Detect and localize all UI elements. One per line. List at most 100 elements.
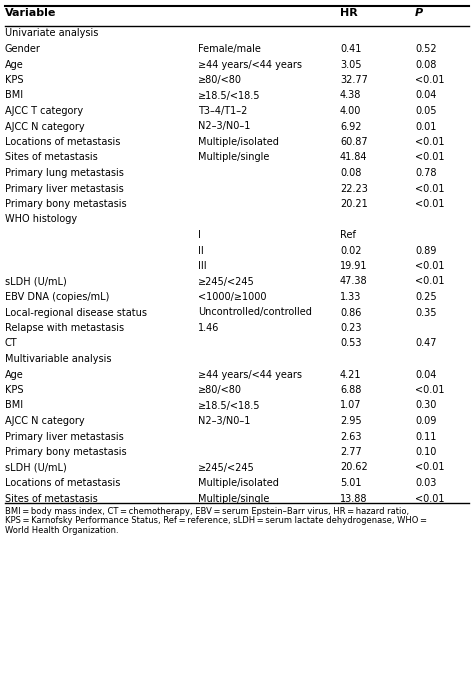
Text: <0.01: <0.01 [415, 199, 445, 209]
Text: Multivariable analysis: Multivariable analysis [5, 354, 111, 364]
Text: 0.41: 0.41 [340, 44, 361, 54]
Text: 0.53: 0.53 [340, 338, 362, 349]
Text: <0.01: <0.01 [415, 462, 445, 473]
Text: Sites of metastasis: Sites of metastasis [5, 493, 98, 504]
Text: Gender: Gender [5, 44, 41, 54]
Text: III: III [198, 261, 207, 271]
Text: BMI = body mass index, CT = chemotherapy, EBV = serum Epstein–Barr virus, HR = h: BMI = body mass index, CT = chemotherapy… [5, 507, 409, 516]
Text: II: II [198, 246, 204, 255]
Text: 0.02: 0.02 [340, 246, 362, 255]
Text: 0.04: 0.04 [415, 369, 437, 380]
Text: Primary liver metastasis: Primary liver metastasis [5, 184, 124, 193]
Text: 0.86: 0.86 [340, 308, 361, 317]
Text: ≥44 years/<44 years: ≥44 years/<44 years [198, 369, 302, 380]
Text: Primary bony metastasis: Primary bony metastasis [5, 199, 127, 209]
Text: 0.08: 0.08 [415, 59, 437, 69]
Text: 47.38: 47.38 [340, 277, 368, 286]
Text: Multiple/single: Multiple/single [198, 493, 269, 504]
Text: Uncontrolled/controlled: Uncontrolled/controlled [198, 308, 312, 317]
Text: 0.11: 0.11 [415, 431, 437, 442]
Text: Age: Age [5, 59, 24, 69]
Text: 6.88: 6.88 [340, 385, 361, 395]
Text: <0.01: <0.01 [415, 261, 445, 271]
Text: 0.89: 0.89 [415, 246, 437, 255]
Text: Variable: Variable [5, 8, 56, 19]
Text: T3–4/T1–2: T3–4/T1–2 [198, 106, 247, 116]
Text: AJCC N category: AJCC N category [5, 416, 85, 426]
Text: P: P [415, 8, 423, 19]
Text: Relapse with metastasis: Relapse with metastasis [5, 323, 124, 333]
Text: Multiple/single: Multiple/single [198, 153, 269, 162]
Text: BMI: BMI [5, 91, 23, 100]
Text: <0.01: <0.01 [415, 184, 445, 193]
Text: Sites of metastasis: Sites of metastasis [5, 153, 98, 162]
Text: 4.21: 4.21 [340, 369, 362, 380]
Text: ≥18.5/<18.5: ≥18.5/<18.5 [198, 91, 261, 100]
Text: 13.88: 13.88 [340, 493, 367, 504]
Text: 0.03: 0.03 [415, 478, 437, 488]
Text: 0.25: 0.25 [415, 292, 437, 302]
Text: N2–3/N0–1: N2–3/N0–1 [198, 122, 250, 131]
Text: 0.47: 0.47 [415, 338, 437, 349]
Text: Local-regional disease status: Local-regional disease status [5, 308, 147, 317]
Text: Ref: Ref [340, 230, 356, 240]
Text: 4.00: 4.00 [340, 106, 361, 116]
Text: <0.01: <0.01 [415, 493, 445, 504]
Text: KPS: KPS [5, 385, 24, 395]
Text: 0.05: 0.05 [415, 106, 437, 116]
Text: sLDH (U/mL): sLDH (U/mL) [5, 462, 67, 473]
Text: Primary bony metastasis: Primary bony metastasis [5, 447, 127, 457]
Text: EBV DNA (copies/mL): EBV DNA (copies/mL) [5, 292, 109, 302]
Text: 60.87: 60.87 [340, 137, 368, 147]
Text: AJCC N category: AJCC N category [5, 122, 85, 131]
Text: 0.52: 0.52 [415, 44, 437, 54]
Text: 2.63: 2.63 [340, 431, 362, 442]
Text: WHO histology: WHO histology [5, 215, 77, 224]
Text: 0.23: 0.23 [340, 323, 362, 333]
Text: 4.38: 4.38 [340, 91, 361, 100]
Text: 2.77: 2.77 [340, 447, 362, 457]
Text: 0.35: 0.35 [415, 308, 437, 317]
Text: 0.09: 0.09 [415, 416, 437, 426]
Text: 0.08: 0.08 [340, 168, 361, 178]
Text: ≥18.5/<18.5: ≥18.5/<18.5 [198, 400, 261, 411]
Text: 22.23: 22.23 [340, 184, 368, 193]
Text: AJCC T category: AJCC T category [5, 106, 83, 116]
Text: ≥245/<245: ≥245/<245 [198, 277, 255, 286]
Text: 41.84: 41.84 [340, 153, 367, 162]
Text: 20.21: 20.21 [340, 199, 368, 209]
Text: ≥245/<245: ≥245/<245 [198, 462, 255, 473]
Text: 32.77: 32.77 [340, 75, 368, 85]
Text: 3.05: 3.05 [340, 59, 362, 69]
Text: KPS: KPS [5, 75, 24, 85]
Text: 1.46: 1.46 [198, 323, 219, 333]
Text: 20.62: 20.62 [340, 462, 368, 473]
Text: 0.78: 0.78 [415, 168, 437, 178]
Text: World Health Organization.: World Health Organization. [5, 526, 118, 535]
Text: 0.04: 0.04 [415, 91, 437, 100]
Text: 19.91: 19.91 [340, 261, 367, 271]
Text: I: I [198, 230, 201, 240]
Text: Univariate analysis: Univariate analysis [5, 28, 99, 39]
Text: N2–3/N0–1: N2–3/N0–1 [198, 416, 250, 426]
Text: <0.01: <0.01 [415, 385, 445, 395]
Text: Age: Age [5, 369, 24, 380]
Text: Locations of metastasis: Locations of metastasis [5, 478, 120, 488]
Text: HR: HR [340, 8, 358, 19]
Text: 5.01: 5.01 [340, 478, 362, 488]
Text: Multiple/isolated: Multiple/isolated [198, 137, 279, 147]
Text: 0.30: 0.30 [415, 400, 437, 411]
Text: ≥80/<80: ≥80/<80 [198, 385, 242, 395]
Text: ≥44 years/<44 years: ≥44 years/<44 years [198, 59, 302, 69]
Text: BMI: BMI [5, 400, 23, 411]
Text: Female/male: Female/male [198, 44, 261, 54]
Text: <0.01: <0.01 [415, 153, 445, 162]
Text: Primary liver metastasis: Primary liver metastasis [5, 431, 124, 442]
Text: 0.10: 0.10 [415, 447, 437, 457]
Text: sLDH (U/mL): sLDH (U/mL) [5, 277, 67, 286]
Text: Locations of metastasis: Locations of metastasis [5, 137, 120, 147]
Text: 0.01: 0.01 [415, 122, 437, 131]
Text: Multiple/isolated: Multiple/isolated [198, 478, 279, 488]
Text: <0.01: <0.01 [415, 277, 445, 286]
Text: KPS = Karnofsky Performance Status, Ref = reference, sLDH = serum lactate dehydr: KPS = Karnofsky Performance Status, Ref … [5, 516, 427, 526]
